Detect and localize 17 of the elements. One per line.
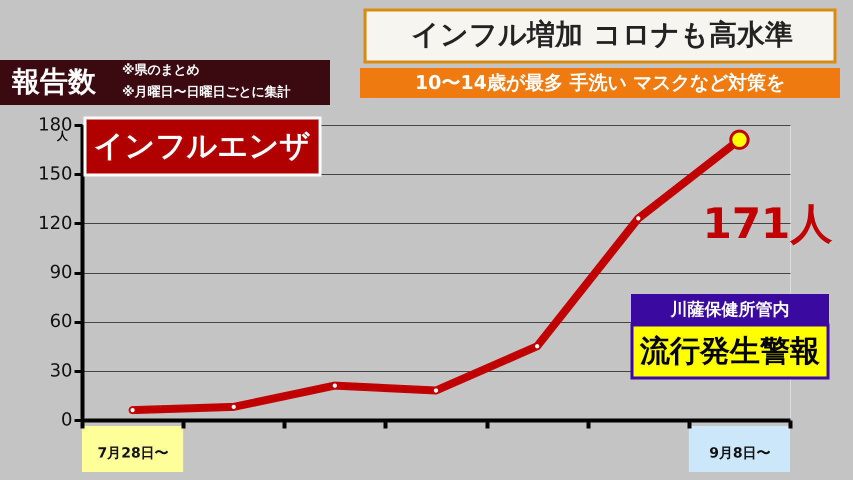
x-tick-label: 7月28日〜 (97, 446, 169, 462)
text: インフルエンザ (94, 129, 310, 164)
chart-subtitle: 10〜14歳が最多 手洗い マスクなど対策を (414, 72, 786, 94)
text: 報告数 (11, 65, 97, 98)
y-tick-label: 90 (50, 262, 72, 283)
text: ※月曜日〜日曜日ごとに集計 (122, 84, 291, 100)
y-tick-label: 30 (50, 360, 72, 382)
y-tick-label: 60 (50, 311, 72, 332)
annotation: 川薩保健所管内 (670, 300, 790, 320)
y-tick-label: 0 (61, 410, 72, 430)
annotation: 流行発生警報 (639, 334, 820, 369)
x-tick-label: 9月8日〜 (709, 446, 771, 462)
text: ※県のまとめ (122, 63, 200, 78)
y-tick-label: 120 (38, 212, 72, 234)
y-tick-label: 150 (38, 164, 72, 185)
y-axis-title: 人 (56, 130, 69, 142)
chart-title: インフル増加 コロナも高水準 (411, 18, 793, 51)
